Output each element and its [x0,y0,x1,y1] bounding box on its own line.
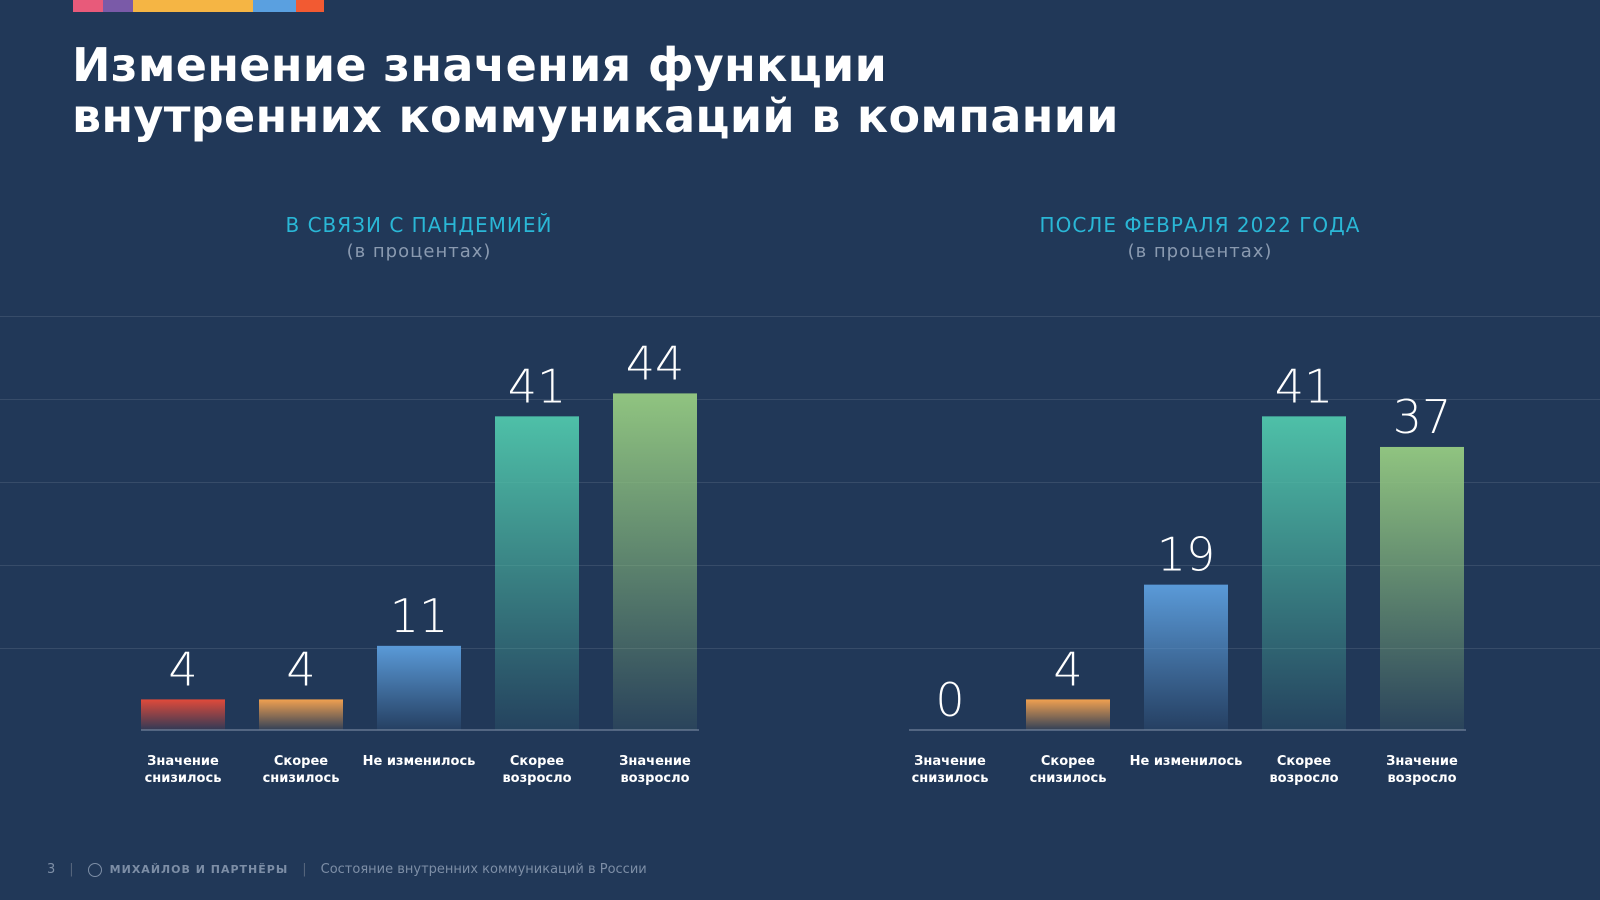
color-strip-segment [173,0,213,12]
chart-left-heading: В СВЯЗИ С ПАНДЕМИЕЙ (в процентах) [139,213,699,262]
chart-right-subtitle: (в процентах) [1127,241,1273,262]
tick-label: Значение [619,754,691,769]
chart-left-subtitle: (в процентах) [346,241,492,262]
bar [259,699,343,730]
bar [377,645,461,730]
page-title: Изменение значения функции внутренних ко… [72,40,1119,142]
gridline [0,482,1600,483]
tick-label: снизилось [912,771,989,786]
page-number: 3 [47,862,56,877]
footer-separator: | [69,862,74,877]
bar [613,393,697,730]
tick-label: Скорее [1277,754,1331,769]
color-strip-segment [296,0,324,12]
gridline [0,316,1600,317]
footer: 3 | МИХАЙЛОВ И ПАРТНЁРЫ | Состояние внут… [47,862,647,877]
data-label: 4 [168,642,197,696]
brand-logo-icon [87,862,102,877]
tick-label: Значение [147,754,219,769]
tick-label: Не изменилось [363,754,476,769]
title-line-1: Изменение значения функции [72,38,888,92]
tick-label: Скорее [510,754,564,769]
brand-name: МИХАЙЛОВ И ПАРТНЁРЫ [109,863,289,876]
tick-label: Скорее [1041,754,1095,769]
chart-left-title: В СВЯЗИ С ПАНДЕМИЕЙ [285,213,553,237]
tick-label: снизилось [145,771,222,786]
bar [1144,584,1228,730]
gridline [0,399,1600,400]
tick-label: Значение [914,754,986,769]
bar [1262,416,1346,730]
gridline [0,648,1600,649]
bar [495,416,579,730]
chart-right-heading: ПОСЛЕ ФЕВРАЛЯ 2022 ГОДА (в процентах) [920,213,1480,262]
title-line-2: внутренних коммуникаций в компании [72,89,1119,143]
data-label: 41 [1275,359,1334,413]
data-label: 19 [1157,528,1216,582]
chart-right: 0 Значение снизилось 4 Скорее снизилось 19 Не и… [909,359,1466,786]
data-label: 4 [1053,642,1082,696]
tick-label: Значение [1386,754,1458,769]
tick-label: возросло [620,771,689,786]
tick-label: снизилось [1030,771,1107,786]
report-title: Состояние внутренних коммуникаций в Росс… [320,862,647,877]
gridline [0,565,1600,566]
data-label: 41 [508,359,567,413]
data-label: 0 [935,673,964,727]
data-label: 4 [286,642,315,696]
data-label: 11 [390,589,449,643]
bar [1380,446,1464,730]
tick-label: возросло [1269,771,1338,786]
color-strip-segment [253,0,296,12]
color-strip-segment [73,0,103,12]
color-strip-segment [213,0,253,12]
tick-label: возросло [1387,771,1456,786]
tick-label: Не изменилось [1130,754,1243,769]
tick-label: снизилось [263,771,340,786]
bar [141,699,225,730]
data-label: 37 [1393,390,1452,444]
tick-label: возросло [502,771,571,786]
tick-label: Скорее [274,754,328,769]
bar [1026,699,1110,730]
footer-separator: | [302,862,307,877]
data-label: 44 [626,336,685,390]
color-strip [73,0,324,12]
color-strip-segment [103,0,133,12]
chart-right-title: ПОСЛЕ ФЕВРАЛЯ 2022 ГОДА [1039,213,1361,237]
chart-left: 4 Значение снизилось 4 Скорее снизилось 11 Не и… [141,336,699,786]
color-strip-segment [133,0,173,12]
